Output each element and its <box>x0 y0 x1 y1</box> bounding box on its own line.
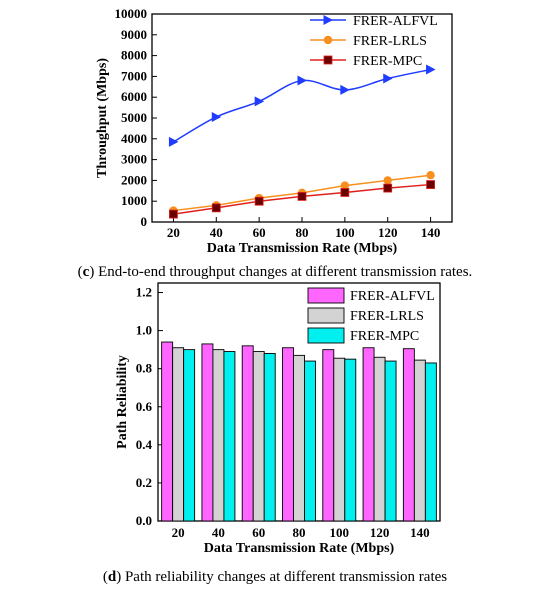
y-tick-label: 1000 <box>121 193 147 208</box>
bar-frer-lrls <box>333 357 346 522</box>
y-tick-label: 0 <box>141 214 148 229</box>
bar-frer-mpc <box>183 349 196 522</box>
y-tick-label: 0.0 <box>136 513 152 528</box>
bar-frer-alfvl <box>322 349 335 522</box>
data-point-frer-alfvl <box>297 75 307 86</box>
caption-c: (c) End-to-end throughput changes at dif… <box>78 264 473 280</box>
legend-marker-frer-lrls <box>323 35 333 45</box>
bar-frer-mpc <box>384 360 397 522</box>
x-tick-label: 140 <box>410 525 430 540</box>
caption-d: (d) Path reliability changes at differen… <box>103 569 447 585</box>
data-point-frer-mpc <box>297 192 307 201</box>
y-tick-label: 0.4 <box>136 437 153 452</box>
data-point-frer-mpc <box>383 183 393 193</box>
y-tick-label: 1.0 <box>136 323 152 338</box>
x-tick-label: 20 <box>172 525 185 540</box>
legend-marker-frer-alfvl <box>323 15 333 25</box>
x-tick-label: 140 <box>421 225 441 240</box>
caption-d-text: Path reliability changes at different tr… <box>121 569 447 585</box>
bar-frer-lrls <box>212 349 225 522</box>
data-point-frer-alfvl <box>168 136 179 147</box>
x-axis-title: Data Transmission Rate (Mbps) <box>204 541 395 556</box>
legend-swatch-frer-alfvl <box>307 287 345 304</box>
x-tick-label: 60 <box>253 225 266 240</box>
caption-c-text: End-to-end throughput changes at differe… <box>94 264 472 280</box>
legend-swatch-frer-lrls <box>307 307 345 324</box>
x-tick-label: 120 <box>378 225 398 240</box>
y-tick-label: 4000 <box>121 131 147 146</box>
bar-frer-lrls <box>413 359 426 522</box>
y-tick-label: 8000 <box>121 48 147 63</box>
bar-frer-lrls <box>172 347 185 522</box>
bar-frer-mpc <box>424 362 437 522</box>
y-tick-label: 1.2 <box>136 285 152 300</box>
bar-frer-alfvl <box>282 347 294 522</box>
data-point-frer-mpc <box>211 203 221 213</box>
data-point-frer-alfvl <box>211 111 222 122</box>
legend-label: FRER-ALFVL <box>353 14 438 29</box>
y-axis-title: Path Reliability <box>115 355 130 449</box>
x-tick-label: 100 <box>335 225 355 240</box>
y-tick-label: 0.8 <box>136 361 153 376</box>
x-tick-label: 120 <box>370 525 390 540</box>
y-tick-label: 9000 <box>121 27 147 42</box>
legend-swatch-frer-mpc <box>307 327 345 344</box>
legend-label: FRER-MPC <box>350 329 419 344</box>
data-point-frer-mpc <box>340 188 350 197</box>
bar-frer-mpc <box>344 358 357 522</box>
caption-c-label: c <box>83 264 90 280</box>
data-point-frer-lrls <box>426 171 435 180</box>
bar-frer-alfvl <box>161 341 174 522</box>
data-point-frer-alfvl <box>426 64 436 75</box>
data-point-frer-mpc <box>426 180 435 189</box>
data-point-frer-lrls <box>340 181 350 190</box>
bar-frer-alfvl <box>362 347 375 522</box>
y-tick-label: 0.6 <box>136 399 153 414</box>
legend-label: FRER-MPC <box>353 54 422 69</box>
x-tick-label: 60 <box>252 525 265 540</box>
x-tick-label: 100 <box>330 525 350 540</box>
y-tick-label: 6000 <box>121 89 147 104</box>
x-tick-label: 20 <box>167 225 180 240</box>
legend-marker-frer-mpc <box>323 55 333 65</box>
legend-label: FRER-LRLS <box>353 34 427 49</box>
y-tick-label: 10000 <box>115 6 148 21</box>
caption-d-label: d <box>108 569 117 585</box>
data-point-frer-alfvl <box>340 84 350 95</box>
bar-frer-lrls <box>252 351 265 522</box>
x-tick-label: 80 <box>293 525 306 540</box>
y-tick-label: 5000 <box>121 110 147 125</box>
bar-frer-mpc <box>223 351 236 522</box>
reliability-bar-chart: 0.0 0.2 0.4 0.6 0.8 1.0 1.2 20 40 60 80 100 120 140 Da… <box>115 282 441 556</box>
bar-frer-alfvl <box>201 343 214 522</box>
bar-frer-lrls <box>373 356 386 522</box>
legend-label: FRER-LRLS <box>350 309 424 324</box>
throughput-line-chart: 0 1000 2000 3000 4000 5000 6000 7000 8000 9000 100… <box>95 6 453 256</box>
y-tick-label: 0.2 <box>136 475 152 490</box>
data-point-frer-lrls <box>383 176 392 185</box>
x-tick-label: 40 <box>210 225 223 240</box>
data-point-frer-mpc <box>169 209 178 219</box>
x-tick-label: 40 <box>212 525 225 540</box>
y-tick-label: 7000 <box>121 68 147 83</box>
bar-frer-alfvl <box>402 348 415 522</box>
bar-frer-lrls <box>293 354 305 522</box>
data-point-frer-alfvl <box>383 73 393 84</box>
bar-frer-mpc <box>263 352 276 522</box>
bar-frer-alfvl <box>241 345 254 522</box>
y-tick-label: 2000 <box>121 172 147 187</box>
data-point-frer-mpc <box>254 196 264 206</box>
x-tick-label: 80 <box>296 225 309 240</box>
x-axis-title: Data Transmission Rate (Mbps) <box>207 241 398 256</box>
data-point-frer-alfvl <box>254 96 265 107</box>
legend-label: FRER-ALFVL <box>350 289 435 304</box>
bar-frer-mpc <box>304 360 316 522</box>
y-axis-title: Throughput (Mbps) <box>95 58 110 178</box>
y-tick-label: 3000 <box>121 152 147 167</box>
